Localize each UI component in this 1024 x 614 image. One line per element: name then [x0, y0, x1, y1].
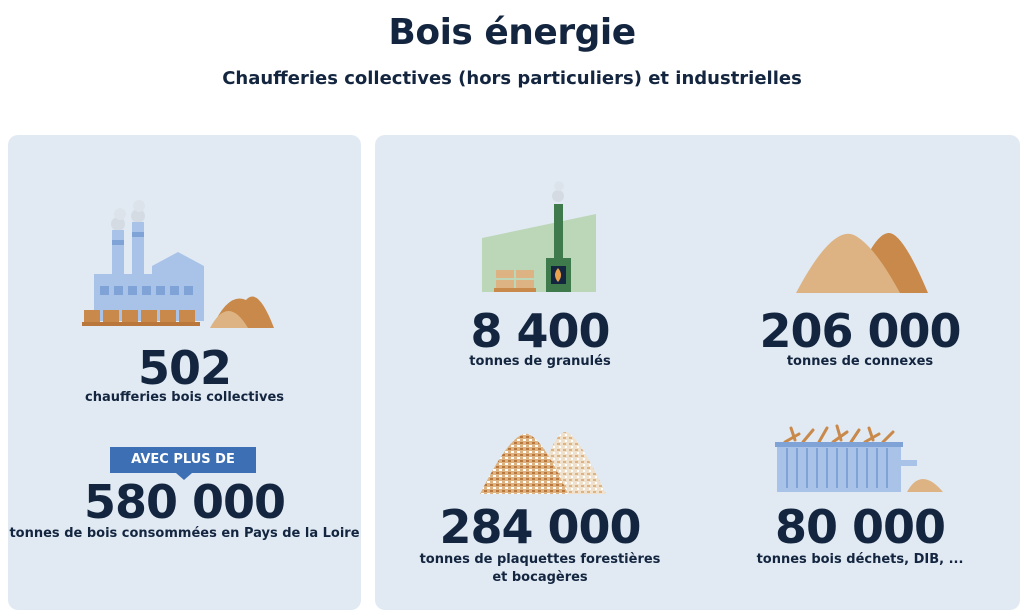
breakdown-panel: [375, 135, 1020, 610]
granules-label: tonnes de granulés: [469, 354, 611, 369]
connexes-label: tonnes de connexes: [786, 354, 934, 369]
page-subtitle: Chaufferies collectives (hors particulie…: [222, 68, 802, 89]
dechets-value: 80 000: [774, 500, 946, 554]
plaquettes-label-line1: tonnes de plaquettes forestières: [419, 552, 661, 567]
total-consumption-label: tonnes de bois consommées en Pays de la …: [9, 526, 360, 541]
plaquettes-label-line2: et bocagères: [492, 570, 588, 585]
pellet-boiler-icon: [482, 181, 596, 292]
factory-icon: [82, 200, 274, 328]
sawdust-pile-icon: [796, 232, 928, 293]
plaquettes-value: 284 000: [439, 500, 641, 554]
dechets-label: tonnes bois déchets, DIB, ...: [756, 552, 964, 567]
chaufferies-label: chaufferies bois collectives: [84, 390, 284, 405]
badge-avec-plus-de: AVEC PLUS DE: [110, 447, 256, 473]
granules-value: 8 400: [470, 304, 610, 358]
badge-pointer: [176, 473, 192, 480]
chaufferies-count: 502: [137, 341, 232, 395]
total-consumption-value: 580 000: [83, 475, 286, 529]
summary-panel: [8, 135, 361, 610]
connexes-value: 206 000: [759, 304, 961, 358]
page-title: Bois énergie: [388, 12, 636, 53]
waste-container-icon: [775, 424, 943, 492]
wood-chip-pile-icon: [480, 431, 606, 494]
